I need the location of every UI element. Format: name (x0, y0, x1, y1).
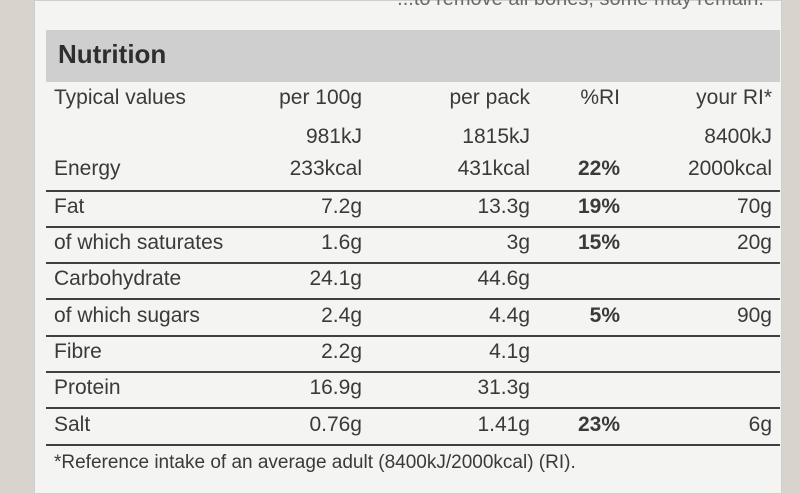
energy-kj-per-100g: 981kJ (305, 125, 362, 148)
row-label: Protein (54, 376, 121, 399)
row-your-ri: 70g (736, 195, 772, 218)
row-divider (46, 190, 780, 192)
row-divider (46, 371, 780, 373)
row-divider (46, 444, 780, 446)
row-per-100g: 2.4g (321, 304, 362, 327)
top-cut-text: ...to remove all bones, some may remain. (397, 0, 764, 11)
row-label: Fibre (54, 340, 102, 363)
row-per-pack: 4.4g (489, 304, 530, 327)
row-divider (46, 335, 780, 337)
row-ri: 5% (589, 304, 620, 327)
energy-per-pack: 431kcal (457, 157, 530, 180)
row-per-pack: 31.3g (477, 376, 530, 399)
row-per-pack: 3g (506, 231, 530, 254)
row-per-pack: 44.6g (477, 267, 530, 290)
row-label: Carbohydrate (54, 267, 182, 290)
row-per-pack: 1.41g (477, 413, 530, 436)
row-your-ri: 20g (736, 231, 772, 254)
row-divider (46, 407, 780, 409)
energy-your-ri: 2000kcal (687, 157, 772, 180)
row-ri: 23% (577, 413, 620, 436)
energy-per-100g: 233kcal (289, 157, 362, 180)
row-per-pack: 13.3g (477, 195, 530, 218)
header-ri: %RI (580, 86, 620, 109)
row-your-ri: 90g (736, 304, 772, 327)
row-per-100g: 24.1g (309, 267, 362, 290)
row-divider (46, 226, 780, 228)
row-your-ri: 6g (748, 413, 772, 436)
row-per-100g: 0.76g (309, 413, 362, 436)
row-label: of which saturates (54, 231, 224, 254)
energy-label: Energy (54, 157, 121, 180)
nutrition-label: ...to remove all bones, some may remain.… (34, 0, 782, 494)
header-per-pack: per pack (449, 86, 530, 109)
row-divider (46, 262, 780, 264)
row-per-pack: 4.1g (489, 340, 530, 363)
row-per-100g: 1.6g (321, 231, 362, 254)
header-your-ri: your RI* (696, 86, 772, 109)
row-label: Fat (54, 195, 85, 218)
energy-ri: 22% (577, 157, 620, 180)
header-per-100g: per 100g (279, 86, 362, 109)
energy-kj-per-pack: 1815kJ (462, 125, 530, 148)
nutrition-title: Nutrition (58, 39, 167, 69)
row-per-100g: 7.2g (321, 195, 362, 218)
row-ri: 19% (577, 195, 620, 218)
row-per-100g: 16.9g (309, 376, 362, 399)
reference-intake-footnote: *Reference intake of an average adult (8… (54, 452, 576, 473)
energy-kj-your-ri: 8400kJ (704, 125, 772, 148)
row-divider (46, 298, 780, 300)
header-typical-values: Typical values (54, 86, 186, 109)
row-ri: 15% (577, 231, 620, 254)
title-bar: Nutrition (46, 30, 780, 82)
row-per-100g: 2.2g (321, 340, 362, 363)
row-label: of which sugars (54, 304, 200, 327)
row-label: Salt (54, 413, 91, 436)
